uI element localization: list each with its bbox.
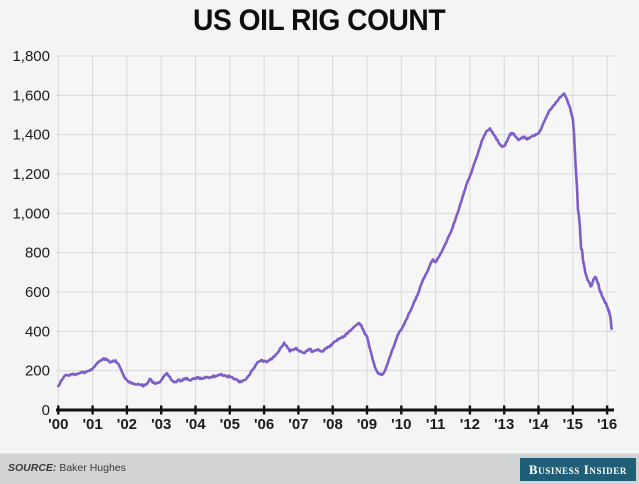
source-note: SOURCE: Baker Hughes	[8, 462, 126, 474]
x-axis-tick-label: '14	[528, 416, 549, 433]
y-axis-tick-label: 1,600	[12, 87, 50, 104]
x-axis-tick-label: '12	[460, 416, 480, 433]
x-axis-tick-label: '02	[117, 416, 137, 433]
business-insider-logo: Business Insider	[519, 458, 636, 481]
y-axis-tick-label: 1,200	[12, 166, 50, 183]
x-axis-tick-label: '04	[185, 416, 206, 433]
x-axis-tick-label: '13	[494, 416, 514, 433]
y-axis-tick-label: 400	[25, 323, 50, 340]
source-label: SOURCE:	[8, 462, 57, 474]
source-name: Baker Hughes	[59, 462, 126, 474]
page-title: US OIL RIG COUNT	[0, 0, 639, 42]
footer-bar: SOURCE: Baker Hughes Business Insider	[0, 453, 639, 484]
x-axis-tick-label: '07	[288, 416, 308, 433]
x-axis-tick-label: '03	[151, 416, 171, 433]
x-axis-tick-label: '08	[323, 416, 343, 433]
y-axis-tick-label: 600	[25, 284, 50, 301]
chart-title-text: US OIL RIG COUNT	[193, 4, 446, 37]
x-axis-tick-label: '10	[391, 416, 411, 433]
plot-area	[56, 56, 616, 410]
x-axis-tick-label: '00	[48, 416, 68, 433]
y-axis-tick-label: 1,800	[12, 48, 50, 65]
y-axis-tick-label: 200	[25, 363, 50, 380]
y-axis-tick-label: 1,400	[12, 127, 50, 144]
y-axis-tick-label: 800	[25, 245, 50, 262]
x-axis-tick-label: '16	[597, 416, 617, 433]
y-axis-tick-label: 0	[42, 402, 50, 419]
x-axis-tick-label: '05	[220, 416, 240, 433]
x-axis-tick-label: '01	[82, 416, 102, 433]
x-axis-tick-label: '09	[357, 416, 377, 433]
x-axis-tick-label: '06	[254, 416, 274, 433]
x-axis-tick-label: '15	[563, 416, 583, 433]
x-axis-tick-label: '11	[426, 416, 445, 433]
rig-count-chart: 0 200 400 600 800 1,000 1,200 1,400 1,600 1,800 '0…	[12, 48, 617, 433]
rig-count-line	[57, 92, 613, 388]
y-axis-tick-label: 1,000	[12, 205, 50, 222]
